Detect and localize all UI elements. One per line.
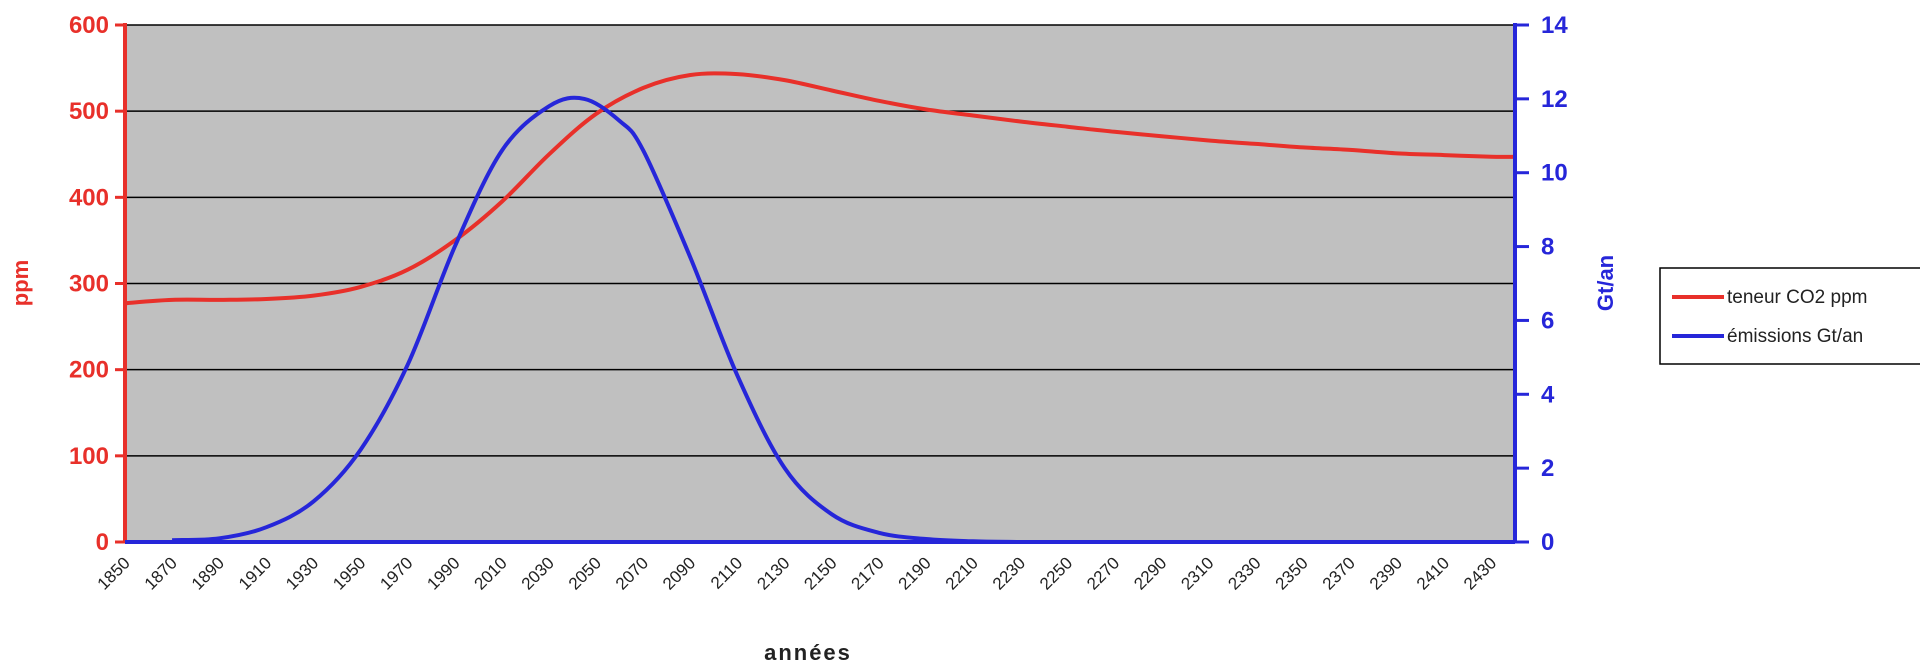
x-tick-label-23: 2310 [1177,553,1217,593]
x-tick-label-20: 2250 [1036,553,1076,593]
legend-label-co2: teneur CO2 ppm [1727,287,1867,308]
x-tick-label-16: 2170 [848,553,888,593]
x-tick-label-22: 2290 [1130,553,1170,593]
y-tick-label-left-4: 400 [69,184,109,211]
x-tick-label-2: 1890 [188,553,228,593]
x-tick-label-4: 1930 [282,553,322,593]
x-tick-label-17: 2190 [895,553,935,593]
x-tick-label-29: 2430 [1460,553,1500,593]
x-tick-label-21: 2270 [1083,553,1123,593]
x-tick-label-1: 1870 [141,553,181,593]
legend-label-emissions: émissions Gt/an [1727,326,1863,347]
y-tick-label-left-6: 600 [69,12,109,39]
y-tick-label-left-2: 200 [69,357,109,384]
x-tick-label-19: 2230 [989,553,1029,593]
y-tick-label-left-1: 100 [69,443,109,470]
y-tick-label-left-0: 0 [96,529,109,556]
x-tick-label-28: 2410 [1413,553,1453,593]
x-tick-label-9: 2030 [518,553,558,593]
y-tick-label-right-4: 8 [1541,234,1554,261]
series-line-co2 [124,71,1516,306]
y-tick-label-right-0: 0 [1541,529,1554,556]
x-tick-label-0: 1850 [94,553,134,593]
x-tick-label-24: 2330 [1224,553,1264,593]
x-axis-title: années [764,640,852,665]
y-tick-label-left-3: 300 [69,271,109,298]
x-tick-label-8: 2010 [471,553,511,593]
x-tick-label-18: 2210 [942,553,982,593]
legend-box [1659,267,1920,365]
y-axis-title-right: Gt/an [1593,255,1618,311]
y-tick-label-right-6: 12 [1541,86,1568,113]
legend: teneur CO2 ppm émissions Gt/an [1659,267,1920,365]
y-tick-label-right-7: 14 [1541,12,1568,39]
axes [115,23,1529,544]
x-tick-label-15: 2150 [800,553,840,593]
y-tick-label-right-2: 4 [1541,381,1555,408]
y-tick-label-right-3: 6 [1541,307,1554,334]
x-tick-label-14: 2130 [753,553,793,593]
x-tick-label-27: 2390 [1366,553,1406,593]
y-axis-title-left: ppm [8,260,33,306]
x-tick-label-25: 2350 [1272,553,1312,593]
x-tick-label-10: 2050 [565,553,605,593]
x-tick-label-12: 2090 [659,553,699,593]
x-tick-label-6: 1970 [376,553,416,593]
x-tick-label-26: 2370 [1319,553,1359,593]
x-tick-label-5: 1950 [329,553,369,593]
x-tick-label-7: 1990 [423,553,463,593]
y-tick-label-right-5: 10 [1541,160,1568,187]
x-tick-label-11: 2070 [612,553,652,593]
y-tick-label-left-5: 500 [69,98,109,125]
x-tick-label-13: 2110 [707,553,746,592]
x-tick-label-3: 1910 [235,553,275,593]
y-tick-label-right-1: 2 [1541,455,1554,482]
